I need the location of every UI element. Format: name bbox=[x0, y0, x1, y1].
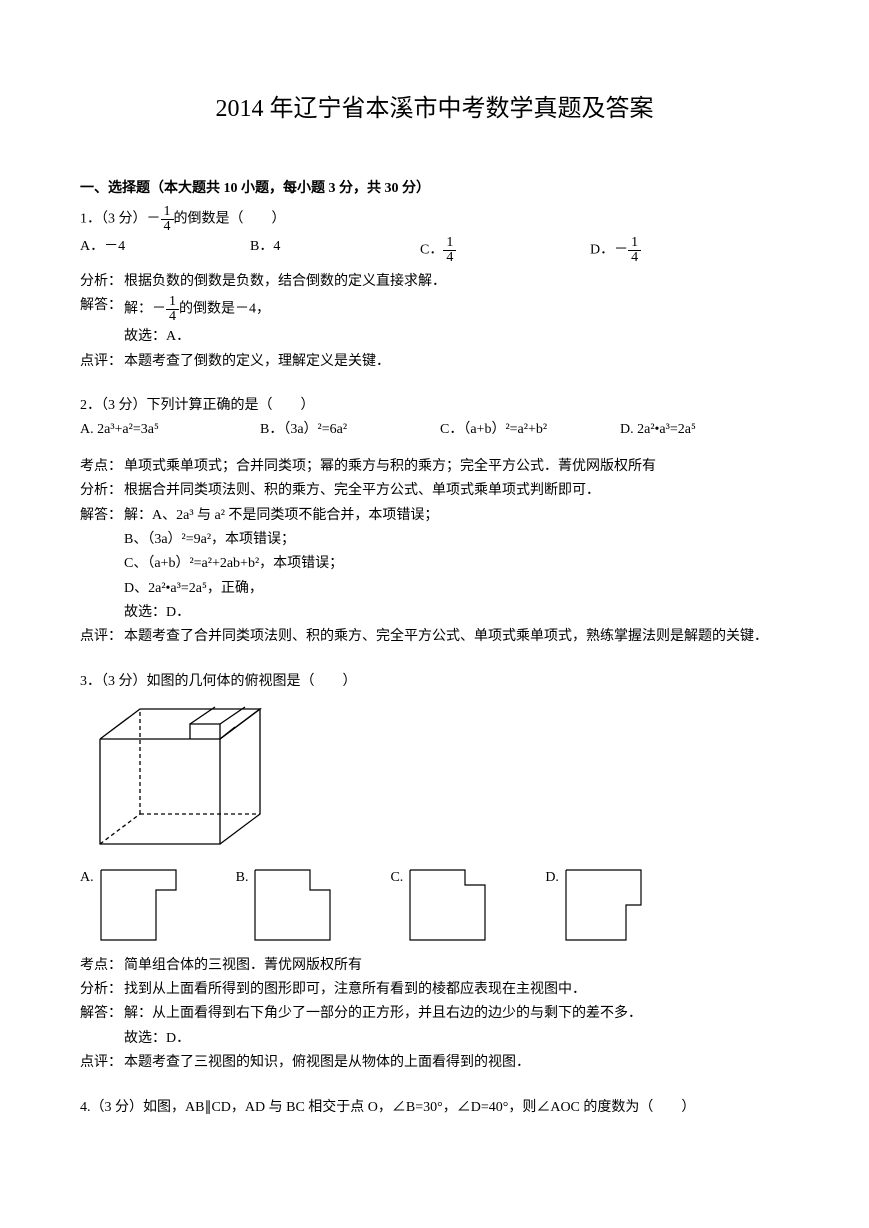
kd-text: 单项式乘单项式；合并同类项；幂的乘方与积的乘方；完全平方公式．菁优网版权所有 bbox=[124, 456, 783, 478]
sol-label: 解答： bbox=[80, 1003, 124, 1025]
sol-line2: B、（3a）²=9a²，本项错误； bbox=[80, 529, 789, 551]
fraction: 14 bbox=[161, 205, 174, 234]
analysis-label: 分析： bbox=[80, 271, 124, 293]
question-1: 1．（3 分）－14的倒数是（ ） A．－4 B．4 C．14 D．－14 分析… bbox=[80, 205, 789, 373]
cm-text: 本题考查了合并同类项法则、积的乘方、完全平方公式、单项式乘单项式，熟练掌握法则是… bbox=[124, 626, 783, 648]
question-4: 4.（3 分）如图，AB∥CD，AD 与 BC 相交于点 O，∠B=30°，∠D… bbox=[80, 1097, 789, 1119]
cube-icon bbox=[80, 699, 280, 854]
cm-text: 本题考查了三视图的知识，俯视图是从物体的上面看得到的视图． bbox=[124, 1052, 783, 1074]
question-3: 3．（3 分）如图的几何体的俯视图是（ ） bbox=[80, 671, 789, 1075]
sol-line5: 故选：D． bbox=[80, 602, 789, 624]
comment-text: 本题考查了倒数的定义，理解定义是关键． bbox=[124, 351, 783, 373]
sol-line3: C、（a+b）²=a²+2ab+b²，本项错误； bbox=[80, 553, 789, 575]
comment-row: 点评：本题考查了倒数的定义，理解定义是关键． bbox=[80, 351, 789, 373]
sol-line2: 故选：D． bbox=[80, 1028, 789, 1050]
kd-text: 简单组合体的三视图．菁优网版权所有 bbox=[124, 955, 783, 977]
answer-text: 解：－14的倒数是－4， bbox=[124, 295, 783, 324]
option-c: C. bbox=[390, 865, 495, 945]
kd-label: 考点： bbox=[80, 955, 124, 977]
q3-stem: 3．（3 分）如图的几何体的俯视图是（ ） bbox=[80, 671, 789, 693]
sol-line1: 解：从上面看得到右下角少了一部分的正方形，并且右边的边少的与剩下的差不多． bbox=[124, 1003, 783, 1025]
answer-row: 解答： 解：－14的倒数是－4， bbox=[80, 295, 789, 324]
option-a: A. bbox=[80, 865, 186, 945]
option-c: C．（a+b）²=a²+b² bbox=[440, 419, 620, 441]
shape-b-icon bbox=[250, 865, 340, 945]
question-2: 2．（3 分）下列计算正确的是（ ） A. 2a³+a²=3a⁵ B．（3a）²… bbox=[80, 395, 789, 649]
q1-options: A．－4 B．4 C．14 D．－14 bbox=[80, 236, 789, 265]
option-c: C．14 bbox=[420, 236, 590, 265]
shape-a-icon bbox=[96, 865, 186, 945]
cm-row: 点评：本题考查了三视图的知识，俯视图是从物体的上面看得到的视图． bbox=[80, 1052, 789, 1074]
sol-line4: D、2a²•a³=2a⁵，正确， bbox=[80, 578, 789, 600]
q1-stem-b: 的倒数是（ ） bbox=[174, 212, 286, 227]
cm-label: 点评： bbox=[80, 1052, 124, 1074]
cm-row: 点评：本题考查了合并同类项法则、积的乘方、完全平方公式、单项式乘单项式，熟练掌握… bbox=[80, 626, 789, 648]
page-title: 2014 年辽宁省本溪市中考数学真题及答案 bbox=[80, 90, 789, 128]
shape-d-icon bbox=[561, 865, 651, 945]
q4-stem: 4.（3 分）如图，AB∥CD，AD 与 BC 相交于点 O，∠B=30°，∠D… bbox=[80, 1097, 789, 1119]
q3-options: A. B. C. D. bbox=[80, 865, 789, 945]
an-label: 分析： bbox=[80, 480, 124, 502]
q2-options: A. 2a³+a²=3a⁵ B．（3a）²=6a² C．（a+b）²=a²+b²… bbox=[80, 419, 789, 441]
an-row: 分析：找到从上面看所得到的图形即可，注意所有看到的棱都应表现在主视图中． bbox=[80, 979, 789, 1001]
option-d: D．－14 bbox=[590, 236, 641, 265]
section-heading: 一、选择题（本大题共 10 小题，每小题 3 分，共 30 分） bbox=[80, 178, 789, 200]
an-text: 找到从上面看所得到的图形即可，注意所有看到的棱都应表现在主视图中． bbox=[124, 979, 783, 1001]
analysis-text: 根据负数的倒数是负数，结合倒数的定义直接求解． bbox=[124, 271, 783, 293]
sol-label: 解答： bbox=[80, 505, 124, 527]
q1-stem-a: 1．（3 分）－ bbox=[80, 212, 161, 227]
kd-row: 考点：简单组合体的三视图．菁优网版权所有 bbox=[80, 955, 789, 977]
option-b: B．4 bbox=[250, 236, 420, 265]
comment-label: 点评： bbox=[80, 351, 124, 373]
an-row: 分析：根据合并同类项法则、积的乘方、完全平方公式、单项式乘单项式判断即可． bbox=[80, 480, 789, 502]
sol-line1: 解：A、2a³ 与 a² 不是同类项不能合并，本项错误； bbox=[124, 505, 783, 527]
option-d: D. 2a²•a³=2a⁵ bbox=[620, 419, 696, 441]
kd-row: 考点：单项式乘单项式；合并同类项；幂的乘方与积的乘方；完全平方公式．菁优网版权所… bbox=[80, 456, 789, 478]
shape-c-icon bbox=[405, 865, 495, 945]
sol-row: 解答：解：A、2a³ 与 a² 不是同类项不能合并，本项错误； bbox=[80, 505, 789, 527]
cm-label: 点评： bbox=[80, 626, 124, 648]
an-label: 分析： bbox=[80, 979, 124, 1001]
answer-label: 解答： bbox=[80, 295, 124, 317]
q1-stem: 1．（3 分）－14的倒数是（ ） bbox=[80, 205, 789, 234]
option-a: A．－4 bbox=[80, 236, 250, 265]
option-a: A. 2a³+a²=3a⁵ bbox=[80, 419, 260, 441]
option-d: D. bbox=[545, 865, 651, 945]
cube-figure bbox=[80, 699, 789, 862]
q2-stem: 2．（3 分）下列计算正确的是（ ） bbox=[80, 395, 789, 417]
analysis-row: 分析：根据负数的倒数是负数，结合倒数的定义直接求解． bbox=[80, 271, 789, 293]
option-b: B. bbox=[236, 865, 341, 945]
sol-row: 解答：解：从上面看得到右下角少了一部分的正方形，并且右边的边少的与剩下的差不多． bbox=[80, 1003, 789, 1025]
an-text: 根据合并同类项法则、积的乘方、完全平方公式、单项式乘单项式判断即可． bbox=[124, 480, 783, 502]
kd-label: 考点： bbox=[80, 456, 124, 478]
option-b: B．（3a）²=6a² bbox=[260, 419, 440, 441]
answer-line2: 故选：A． bbox=[80, 326, 789, 348]
